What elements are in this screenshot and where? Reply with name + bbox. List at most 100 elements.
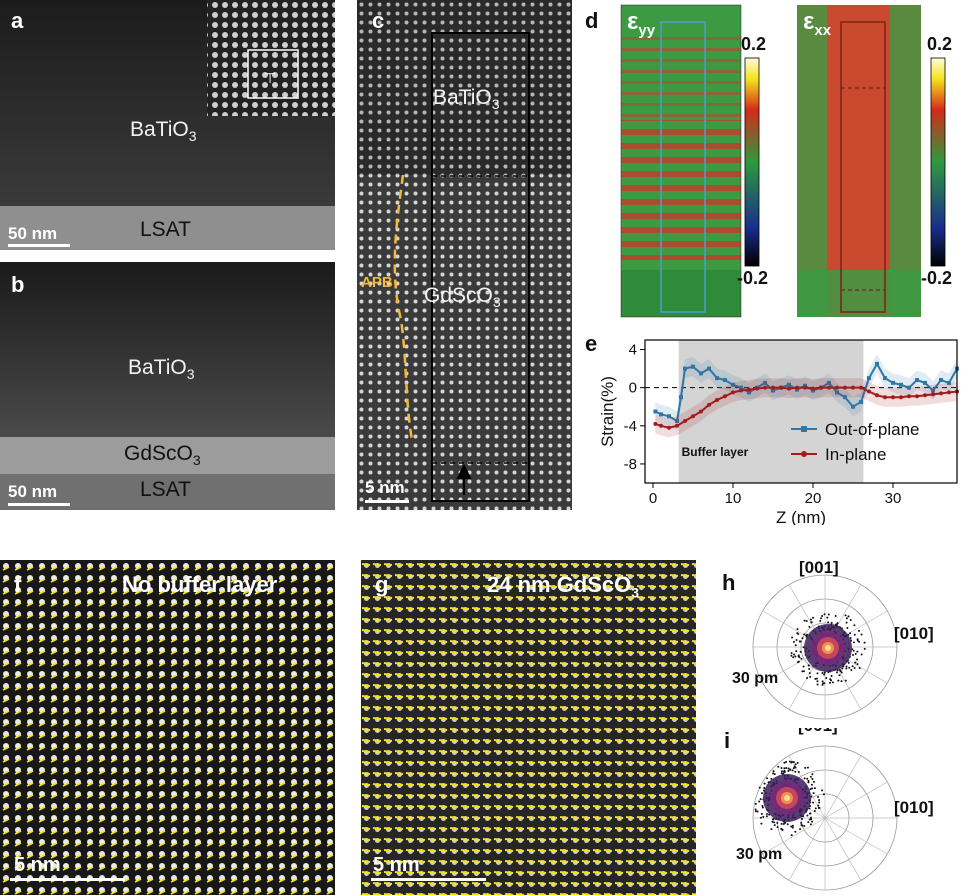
polar-point [766, 777, 769, 780]
polar-point [809, 823, 812, 826]
polar-point [806, 766, 809, 769]
polar-point [820, 617, 823, 620]
polar-point [835, 623, 838, 626]
polar-point [817, 804, 820, 807]
series-point [891, 395, 895, 400]
polar-point [783, 767, 786, 770]
polar-point [809, 812, 812, 815]
polar-point [790, 834, 793, 837]
polar-point [787, 770, 790, 773]
series-point [747, 390, 751, 395]
polar-point [854, 652, 857, 655]
series-point [907, 394, 911, 399]
polar-point [849, 618, 852, 621]
panel-g-image [361, 560, 696, 895]
polar-point [836, 622, 839, 625]
polar-point [794, 763, 797, 766]
polar-point [816, 672, 819, 675]
polar-point [860, 653, 863, 656]
polar-point [786, 823, 789, 826]
polar-point [811, 773, 814, 776]
polar-point [817, 806, 820, 809]
polar-point [758, 800, 761, 803]
polar-point [806, 814, 809, 817]
polar-point [852, 649, 855, 652]
series-point [723, 378, 727, 383]
panel-f-title: No buffer layer [122, 572, 278, 597]
polar-point [849, 632, 852, 635]
polar-point [847, 661, 850, 664]
plot-frame [644, 339, 958, 484]
polar-point [765, 812, 768, 815]
polar-point [858, 666, 861, 669]
colorbar-1-max: 0.2 [741, 34, 767, 54]
series-point [763, 380, 767, 385]
series-point [883, 376, 887, 381]
x-tick-label: 10 [725, 490, 742, 507]
series-point [659, 423, 663, 428]
polar-spoke [788, 817, 826, 881]
panel-b-image [0, 262, 335, 510]
series-point [939, 391, 943, 396]
polar-point [754, 810, 757, 813]
buffer-region [678, 340, 864, 483]
polar-point [791, 824, 794, 827]
chart-e-legend: Out-of-plane In-plane [791, 420, 920, 464]
polar-point [780, 822, 783, 825]
polar-point [790, 761, 793, 764]
colorbar-1-min: -0.2 [737, 268, 769, 288]
series-point [811, 386, 815, 391]
polar-point [848, 666, 851, 669]
panel-e: e Buffer layer 0 10 20 30 4 0 -4 -8 Z (nm) Strain… [585, 325, 965, 525]
polar-point [810, 621, 813, 624]
polar-point [794, 655, 797, 658]
panel-b: b BaTiO3 GdScO3 LSAT 50 nm [0, 262, 335, 510]
panel-g-letter: g [375, 572, 389, 597]
polar-point [802, 665, 805, 668]
polar-point [860, 633, 863, 636]
polar-point [829, 681, 832, 684]
polar-point [838, 668, 841, 671]
series-point [699, 371, 703, 376]
panel-g: g 24 nm GdScO3 5 nm [361, 560, 696, 895]
panel-c-film-label: BaTiO3 [433, 86, 500, 113]
panel-c-letter: c [372, 8, 385, 33]
polar-point [797, 771, 800, 774]
series-point [731, 390, 735, 395]
polar-point [863, 647, 866, 650]
polar-point [810, 783, 813, 786]
polar-point [821, 789, 824, 792]
panel-a-substrate-label: LSAT [140, 218, 191, 241]
polar-point [812, 780, 815, 783]
polar-point [811, 787, 814, 790]
panel-g-scale-text: 5 nm [373, 854, 420, 876]
panel-c: c BaTiO3 GdScO3 APB 5 nm [357, 0, 572, 510]
polar-point [805, 620, 808, 623]
polar-point [808, 672, 811, 675]
series-point [867, 389, 871, 394]
panel-a-scale-text: 50 nm [8, 224, 58, 243]
polar-point [813, 787, 816, 790]
panel-i-radius-label: 30 pm [736, 846, 783, 863]
polar-point [773, 824, 776, 827]
polar-point [821, 683, 824, 686]
polar-point [827, 613, 830, 616]
series-point [899, 395, 903, 400]
polar-point [759, 798, 762, 801]
x-tick-label: 20 [805, 490, 822, 507]
series-point [707, 366, 711, 371]
polar-point [802, 670, 805, 673]
polar-point [809, 775, 812, 778]
polar-point [823, 613, 826, 616]
polar-point [781, 829, 784, 832]
polar-point [773, 821, 776, 824]
polar-point [787, 767, 790, 770]
polar-point [760, 822, 763, 825]
polar-point [790, 652, 793, 655]
legend-marker-1 [801, 451, 807, 457]
polar-point [845, 617, 848, 620]
polar-point [762, 815, 765, 818]
polar-point [811, 820, 814, 823]
polar-point [830, 675, 833, 678]
